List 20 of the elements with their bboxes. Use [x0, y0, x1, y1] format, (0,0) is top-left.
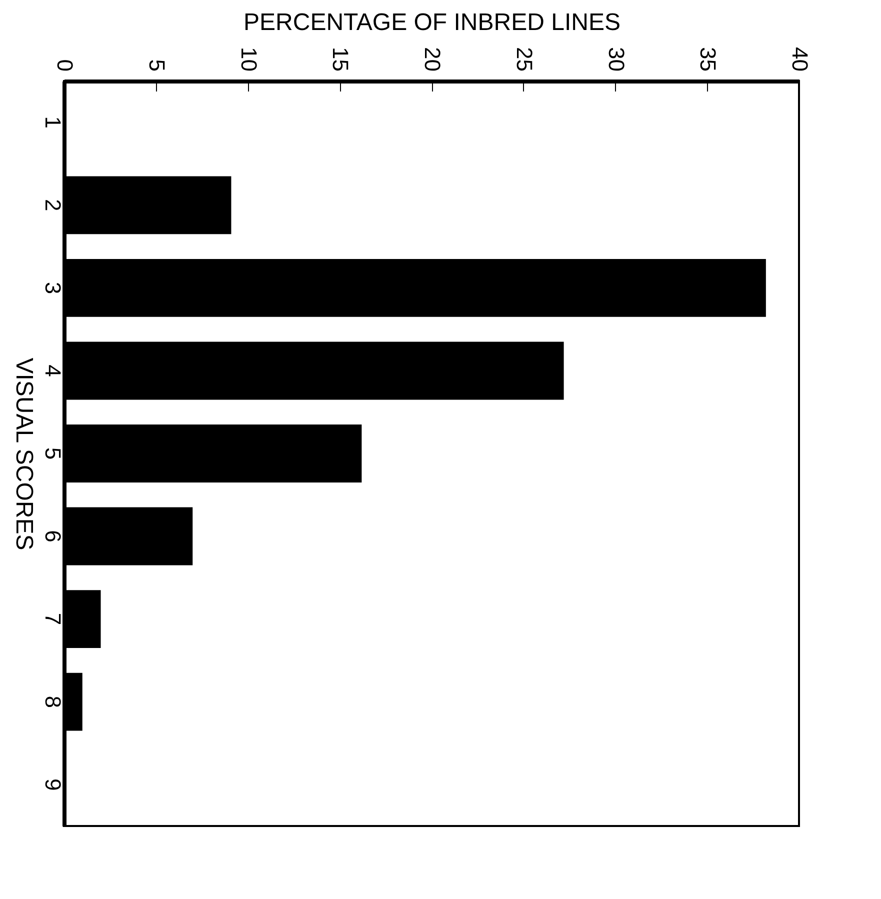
y-tick-label: 4	[40, 364, 66, 377]
y-tick-label: 8	[40, 696, 66, 708]
x-tick-label: 30	[604, 47, 629, 72]
x-tick-label: 15	[328, 47, 354, 72]
y-tick-label: 6	[40, 530, 66, 542]
x-tick-label: 10	[236, 47, 262, 72]
y-tick-label: 2	[40, 199, 66, 212]
x-tick-label: 5	[144, 59, 170, 72]
x-tick-label: 0	[52, 59, 78, 72]
y-tick-label: 9	[40, 778, 66, 791]
y-tick-label: 5	[40, 447, 66, 460]
x-tick-label: 35	[696, 47, 721, 72]
y-tick-label: 1	[40, 116, 66, 129]
x-axis-title: PERCENTAGE OF INBRED LINES	[244, 9, 620, 36]
y-tick-label: 7	[40, 612, 66, 626]
y-axis-title: VISUAL SCORES	[10, 358, 38, 550]
y-tick-label: 3	[40, 282, 66, 294]
x-tick-label: 25	[512, 47, 537, 72]
x-tick-label: 40	[788, 47, 812, 72]
x-tick-label: 20	[420, 47, 445, 72]
